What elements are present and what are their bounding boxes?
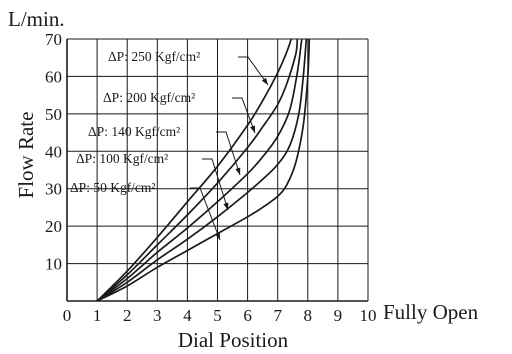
y-tick-label: 20 xyxy=(45,217,62,236)
y-axis-unit-label: L/min. xyxy=(8,7,65,31)
series-label-1: ΔP: 250 Kgf/cm² xyxy=(108,49,200,64)
x-axis-title: Dial Position xyxy=(178,328,289,352)
y-tick-label: 70 xyxy=(45,30,62,49)
x-tick-label: 9 xyxy=(334,306,343,325)
series-line-3 xyxy=(97,39,302,301)
y-tick-label: 60 xyxy=(45,67,62,86)
x-tick-label: 5 xyxy=(213,306,222,325)
x-tick-label: 0 xyxy=(63,306,72,325)
series-label-3: ΔP: 140 Kgf/cm² xyxy=(88,124,180,139)
arrowhead-2 xyxy=(250,126,255,134)
x-tick-label: 6 xyxy=(243,306,252,325)
x-tick-label: 7 xyxy=(273,306,282,325)
series-line-1 xyxy=(97,39,291,301)
grid xyxy=(67,39,368,301)
y-tick-label: 40 xyxy=(45,142,62,161)
series-label-2: ΔP: 200 Kgf/cm² xyxy=(103,90,195,105)
y-axis-title: Flow Rate xyxy=(14,112,38,199)
x-tick-label: 4 xyxy=(183,306,192,325)
y-tick-label: 10 xyxy=(45,255,62,274)
x-tick-label: 1 xyxy=(93,306,102,325)
axes: 0 1 2 3 4 5 6 7 8 9 10 10 20 30 40 50 60 70 xyxy=(45,30,377,325)
arrowhead-3 xyxy=(235,168,240,176)
series-label-5: ΔP: 50 Kgf/cm² xyxy=(70,180,155,195)
y-tick-label: 30 xyxy=(45,180,62,199)
series-label-4: ΔP: 100 Kgf/cm² xyxy=(76,151,168,166)
x-tick-label: 3 xyxy=(153,306,162,325)
annotations: ΔP: 250 Kgf/cm² ΔP: 200 Kgf/cm² ΔP: 140 Kg… xyxy=(70,49,268,240)
arrowhead-4 xyxy=(223,203,228,211)
arrowhead-1 xyxy=(262,78,268,85)
x-axis-end-label: Fully Open xyxy=(383,300,479,324)
x-tick-label: 8 xyxy=(304,306,313,325)
y-tick-label: 50 xyxy=(45,105,62,124)
x-tick-label: 2 xyxy=(123,306,132,325)
x-tick-label: 10 xyxy=(360,306,377,325)
